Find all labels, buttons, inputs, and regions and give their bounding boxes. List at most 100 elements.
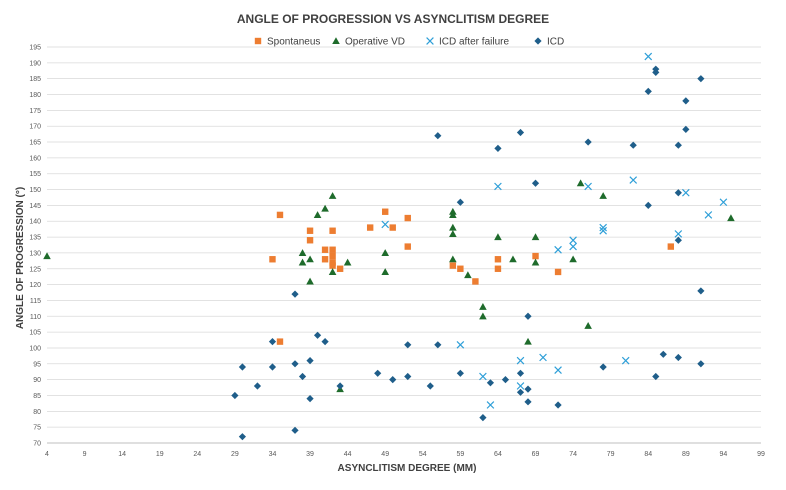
y-tick-label: 85 <box>33 393 41 400</box>
data-point <box>554 245 562 254</box>
data-point <box>328 192 337 199</box>
y-tick-label: 110 <box>30 314 41 321</box>
x-tick-label: 39 <box>306 451 314 458</box>
data-point <box>238 433 247 441</box>
data-point <box>584 182 592 191</box>
x-tick-label: 69 <box>532 451 540 458</box>
data-point <box>532 252 539 260</box>
data-point <box>659 350 667 358</box>
data-point <box>652 68 660 76</box>
data-point <box>389 376 397 384</box>
data-point <box>704 211 713 219</box>
data-point <box>336 265 344 272</box>
data-point <box>516 128 525 137</box>
data-point <box>291 360 299 368</box>
data-point <box>329 227 336 234</box>
y-tick-label: 195 <box>29 45 41 52</box>
data-point <box>697 287 705 295</box>
y-tick-label: 140 <box>29 219 41 226</box>
data-point <box>276 338 284 345</box>
data-point <box>509 255 517 263</box>
data-point <box>389 224 396 231</box>
x-tick-label: 29 <box>231 451 239 458</box>
data-point <box>306 255 314 263</box>
data-point <box>291 426 299 434</box>
data-point <box>682 188 690 197</box>
data-point <box>554 268 562 276</box>
data-point <box>456 198 464 206</box>
data-point <box>328 268 337 275</box>
x-tick-label: 44 <box>344 451 352 458</box>
y-tick-label: 70 <box>33 441 41 448</box>
data-point <box>306 277 314 285</box>
data-point <box>479 312 487 320</box>
data-point <box>652 372 660 381</box>
data-points <box>43 52 735 441</box>
data-point <box>434 132 442 140</box>
data-point <box>697 75 705 83</box>
data-point <box>321 338 329 346</box>
legend-label: ICD <box>547 37 564 48</box>
data-point <box>674 353 682 362</box>
x-tick-label: 89 <box>682 451 690 458</box>
data-point <box>584 138 592 146</box>
data-point <box>524 312 532 320</box>
data-point <box>298 249 307 256</box>
data-point <box>569 236 577 245</box>
data-point <box>682 125 690 133</box>
data-point <box>727 214 735 222</box>
y-tick-label: 165 <box>29 140 41 147</box>
data-point <box>554 366 562 374</box>
data-point <box>298 372 307 381</box>
data-point <box>479 372 487 381</box>
gridlines <box>47 46 761 444</box>
data-point <box>291 290 299 298</box>
data-point <box>569 255 577 263</box>
legend-label: Operative VD <box>345 37 405 48</box>
legend-marker <box>254 37 262 45</box>
data-point <box>298 258 307 266</box>
data-point <box>524 337 532 345</box>
x-tick-label: 74 <box>569 451 577 458</box>
legend: Spontaneus Operative VD ICD after failure I… <box>254 37 564 48</box>
data-point <box>501 376 510 384</box>
data-point <box>554 401 562 409</box>
data-point <box>516 356 525 365</box>
data-point <box>479 414 487 422</box>
x-tick-label: 24 <box>193 451 201 458</box>
data-point <box>269 256 276 263</box>
y-tick-label: 75 <box>33 425 41 432</box>
data-point <box>584 321 592 329</box>
data-point <box>719 198 728 207</box>
data-point <box>674 189 682 197</box>
x-tick-label: 94 <box>720 451 728 458</box>
x-tick-label: 9 <box>83 451 87 458</box>
y-tick-label: 155 <box>29 171 41 178</box>
x-tick-label: 79 <box>607 451 615 458</box>
data-point <box>381 268 390 275</box>
chart-title: ANGLE OF PROGRESSION VS ASYNCLITISM DEGR… <box>237 12 549 26</box>
data-point <box>321 256 329 263</box>
data-point <box>456 369 464 377</box>
data-point <box>321 204 329 212</box>
legend-marker <box>426 37 434 45</box>
data-point <box>268 363 277 371</box>
data-point <box>306 237 314 244</box>
data-point <box>449 211 457 218</box>
legend-label: Spontaneus <box>267 37 320 48</box>
data-point <box>524 398 532 406</box>
y-tick-label: 185 <box>29 76 41 83</box>
y-tick-label: 105 <box>29 330 41 337</box>
y-tick-label: 130 <box>29 250 41 257</box>
data-point <box>486 379 495 387</box>
x-tick-label: 19 <box>156 451 164 458</box>
data-point <box>404 243 411 250</box>
data-point <box>43 252 51 260</box>
data-point <box>238 363 247 371</box>
x-tick-label: 14 <box>118 451 126 458</box>
data-point <box>576 179 585 187</box>
data-point <box>329 252 336 260</box>
x-tick-label: 84 <box>644 451 652 458</box>
data-point <box>374 369 382 377</box>
